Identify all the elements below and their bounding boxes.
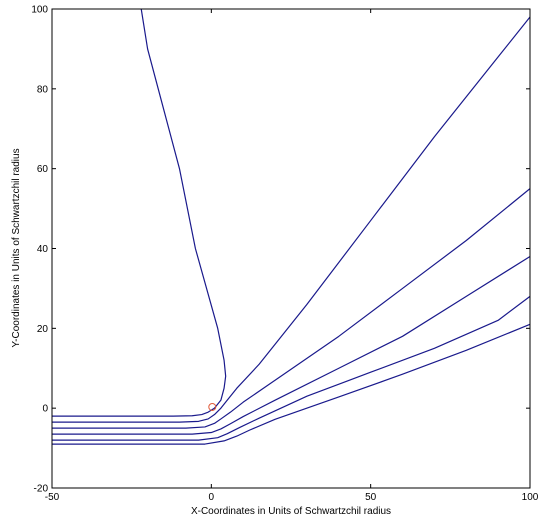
y-tick-label: 60 (37, 164, 49, 175)
x-axis-label: X-Coordinates in Units of Schwartzchil r… (191, 506, 391, 517)
y-tick-label: -20 (34, 484, 49, 495)
trajectory-line-1 (52, 8, 227, 417)
y-tick-label: 80 (37, 84, 49, 95)
y-tick-label: 0 (42, 404, 48, 415)
black-hole-marker (208, 402, 217, 411)
x-tick-label: 0 (209, 492, 215, 503)
trajectory-line-3 (52, 188, 531, 429)
annotation-layer (208, 402, 217, 411)
plot-area (52, 9, 530, 488)
trajectory-line-2 (52, 16, 531, 423)
y-axis-label: Y-Coordinates in Units of Schwartzchil r… (11, 148, 22, 347)
trajectory-line-5 (52, 295, 531, 441)
y-tick-label: 20 (37, 324, 49, 335)
trajectory-series-layer (52, 8, 531, 445)
x-tick-label: -50 (45, 492, 60, 503)
y-tick-label: 40 (37, 244, 49, 255)
x-tick-label: 100 (522, 492, 539, 503)
axis-ticks-layer: -50 0 50 100 -20 0 20 40 60 80 100 (31, 5, 538, 504)
x-tick-label: 50 (365, 492, 377, 503)
trajectory-line-6 (52, 323, 531, 445)
y-tick-label: 100 (31, 5, 48, 16)
trajectory-line-4 (52, 255, 531, 435)
